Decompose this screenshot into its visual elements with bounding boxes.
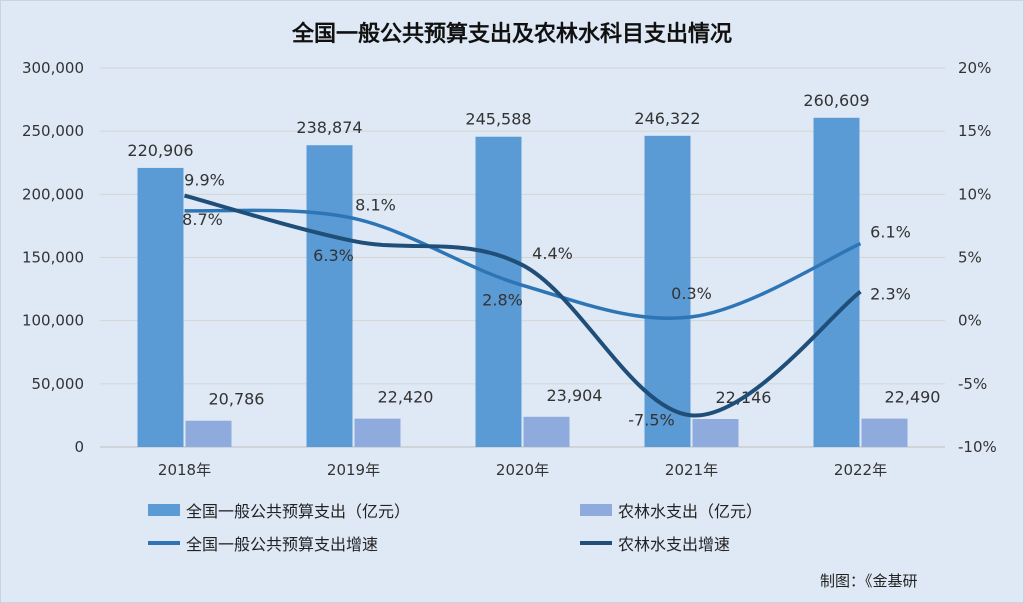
line-data-label: 4.4% [532, 244, 573, 263]
legend-item-line2: 农林水支出增速 [580, 531, 730, 555]
bar-total [475, 136, 522, 448]
bar-data-label: 22,490 [885, 388, 941, 407]
left-axis-tick: 100,000 [22, 312, 84, 330]
footer-credit: 制图：《金基研 [820, 572, 918, 590]
line-data-label: 2.8% [482, 290, 523, 309]
legend-swatch [148, 541, 180, 545]
line-data-label: 2.3% [870, 285, 911, 304]
legend-label: 全国一般公共预算支出增速 [186, 535, 379, 554]
bar-data-label: 22,420 [378, 388, 434, 407]
legend-swatch [580, 541, 612, 545]
bar-agri [354, 418, 401, 447]
legend-swatch [148, 504, 180, 516]
line-data-label: 9.9% [184, 171, 225, 190]
bar-data-label: 23,904 [547, 386, 603, 405]
left-axis-tick: 150,000 [22, 249, 84, 267]
line-data-label: 0.3% [671, 284, 712, 303]
line-data-label: 6.1% [870, 223, 911, 242]
bar-total [306, 145, 353, 447]
bar-agri [523, 416, 570, 447]
left-axis-tick: 200,000 [22, 185, 84, 203]
line-agri-growth [183, 193, 862, 418]
x-axis-tick: 2021年 [665, 461, 718, 479]
legend-item-line1: 全国一般公共预算支出增速 [148, 531, 378, 555]
right-axis-tick: -5% [958, 375, 987, 393]
right-axis-tick: 5% [958, 249, 982, 267]
x-axis-tick: 2022年 [834, 461, 887, 479]
line-data-label: 8.1% [355, 195, 396, 214]
bar-data-label: 246,322 [634, 109, 700, 128]
bar-data-label: 245,588 [465, 110, 531, 129]
bar-agri [185, 420, 232, 447]
left-axis-tick: 0 [74, 438, 84, 456]
line-data-label: 6.3% [313, 246, 354, 265]
line-data-label: -7.5% [628, 410, 674, 429]
bar-agri [861, 418, 908, 447]
legend-swatch [580, 504, 612, 516]
right-axis-tick: -10% [958, 438, 997, 456]
right-axis-tick: 10% [958, 185, 991, 203]
chart-title: 全国一般公共预算支出及农林水科目支出情况 [291, 22, 732, 47]
bar-data-label: 220,906 [127, 141, 193, 160]
bar-total [813, 117, 860, 447]
right-axis-tick: 15% [958, 122, 991, 140]
bar-data-label: 260,609 [803, 91, 869, 110]
right-axis-tick: 20% [958, 59, 991, 77]
legend-label: 农林水支出（亿元） [618, 502, 763, 521]
left-axis-tick: 250,000 [22, 122, 84, 140]
left-axis-tick: 300,000 [22, 59, 84, 77]
legend-label: 全国一般公共预算支出（亿元） [186, 502, 411, 521]
bar-total [137, 167, 184, 447]
bar-data-label: 238,874 [296, 118, 362, 137]
left-axis-tick: 50,000 [32, 375, 85, 393]
x-axis-tick: 2018年 [158, 461, 211, 479]
x-axis-tick: 2020年 [496, 461, 549, 479]
legend-label: 农林水支出增速 [618, 535, 731, 554]
legend-item-bar1: 全国一般公共预算支出（亿元） [148, 498, 410, 522]
line-total-growth [184, 208, 862, 320]
line-data-label: 8.7% [182, 210, 223, 229]
legend-item-bar2: 农林水支出（亿元） [580, 498, 762, 522]
bar-agri [692, 419, 739, 447]
right-axis-tick: 0% [958, 312, 982, 330]
bar-data-label: 20,786 [209, 390, 265, 409]
x-axis-tick: 2019年 [327, 461, 380, 479]
